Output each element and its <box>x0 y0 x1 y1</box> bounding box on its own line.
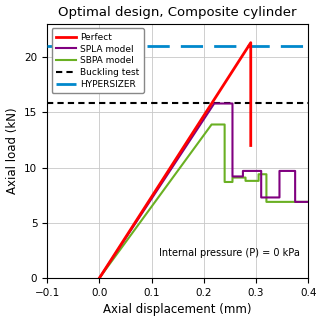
Text: Internal pressure (P) = 0 kPa: Internal pressure (P) = 0 kPa <box>159 248 300 258</box>
Legend: Perfect, SPLA model, SBPA model, Buckling test, HYPERSIZER: Perfect, SPLA model, SBPA model, Bucklin… <box>52 28 144 93</box>
Y-axis label: Axial load (kN): Axial load (kN) <box>5 108 19 194</box>
Title: Optimal design, Composite cylinder: Optimal design, Composite cylinder <box>58 5 297 19</box>
X-axis label: Axial displacement (mm): Axial displacement (mm) <box>103 303 252 317</box>
